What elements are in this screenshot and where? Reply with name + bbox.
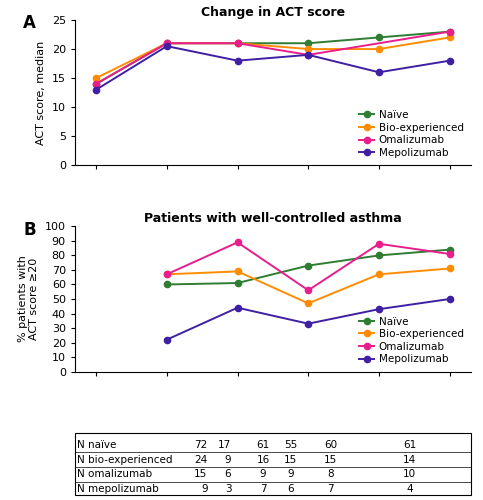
Text: 9: 9 [260, 470, 266, 480]
Title: Patients with well-controlled asthma: Patients with well-controlled asthma [144, 212, 402, 225]
Text: N naïve: N naïve [77, 440, 116, 450]
Text: 24: 24 [194, 454, 208, 464]
Text: 7: 7 [327, 484, 334, 494]
Text: 15: 15 [194, 470, 208, 480]
Title: Change in ACT score: Change in ACT score [201, 6, 345, 19]
Text: 17: 17 [218, 440, 231, 450]
Text: 9: 9 [225, 454, 231, 464]
Text: 4: 4 [406, 484, 413, 494]
Text: 10: 10 [403, 470, 416, 480]
Text: 14: 14 [403, 454, 416, 464]
Y-axis label: ACT score, median: ACT score, median [36, 40, 46, 144]
Text: N mepolizumab: N mepolizumab [77, 484, 158, 494]
Text: A: A [23, 14, 36, 32]
Text: N omalizumab: N omalizumab [77, 470, 152, 480]
Text: 9: 9 [287, 470, 294, 480]
Text: 55: 55 [284, 440, 298, 450]
Legend: Naïve, Bio-experienced, Omalizumab, Mepolizumab: Naïve, Bio-experienced, Omalizumab, Mepo… [357, 108, 466, 160]
Text: 61: 61 [256, 440, 270, 450]
Text: 61: 61 [403, 440, 416, 450]
Text: 3: 3 [225, 484, 231, 494]
Text: 15: 15 [284, 454, 298, 464]
Legend: Naïve, Bio-experienced, Omalizumab, Mepolizumab: Naïve, Bio-experienced, Omalizumab, Mepo… [357, 314, 466, 366]
Text: B: B [23, 220, 36, 238]
Text: 7: 7 [260, 484, 266, 494]
Y-axis label: % patients with
ACT score ≥20: % patients with ACT score ≥20 [18, 256, 39, 342]
Text: 15: 15 [324, 454, 337, 464]
Text: N bio-experienced: N bio-experienced [77, 454, 172, 464]
Text: 60: 60 [324, 440, 337, 450]
Text: 9: 9 [201, 484, 208, 494]
Text: 8: 8 [327, 470, 334, 480]
Text: 16: 16 [256, 454, 270, 464]
Text: 72: 72 [194, 440, 208, 450]
Text: 6: 6 [287, 484, 294, 494]
Text: 6: 6 [225, 470, 231, 480]
